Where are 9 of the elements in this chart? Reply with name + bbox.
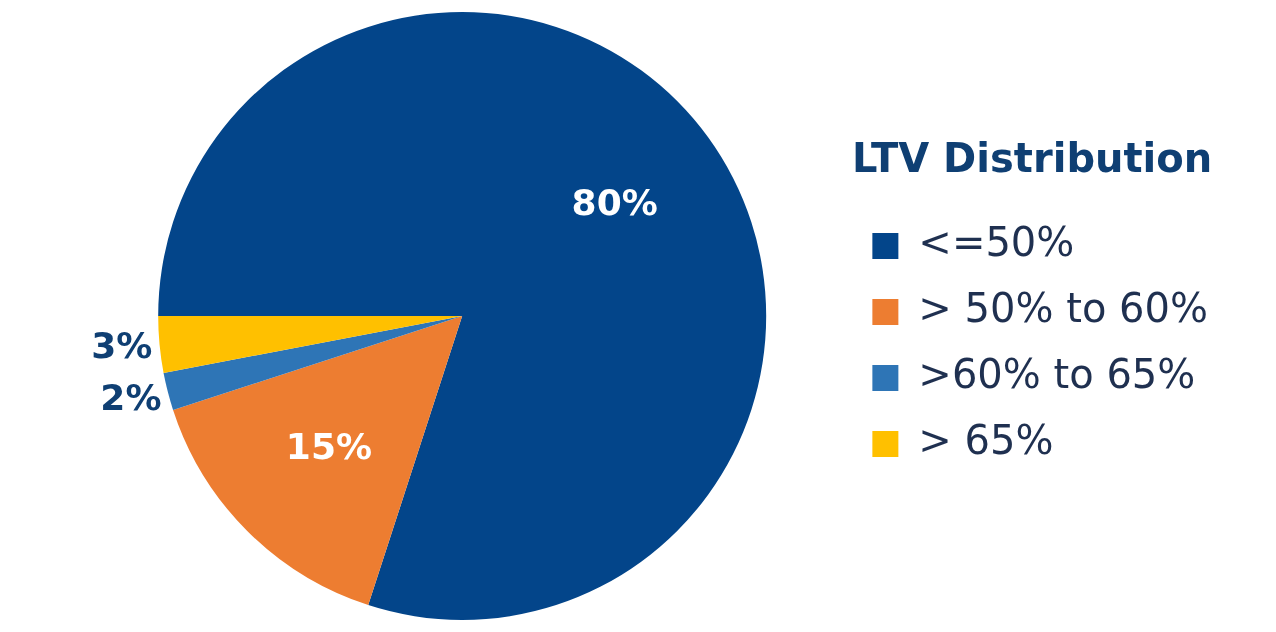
data-label: 80%: [571, 181, 658, 223]
legend-label: > 65%: [918, 417, 1054, 464]
data-label: 2%: [100, 377, 162, 419]
data-label: 3%: [91, 324, 153, 366]
legend-label: > 50% to 60%: [918, 285, 1209, 332]
legend-title: LTV Distribution: [852, 135, 1213, 182]
data-label: 15%: [285, 425, 372, 467]
legend-label: <=50%: [918, 219, 1075, 266]
legend-label: >60% to 65%: [918, 351, 1196, 398]
